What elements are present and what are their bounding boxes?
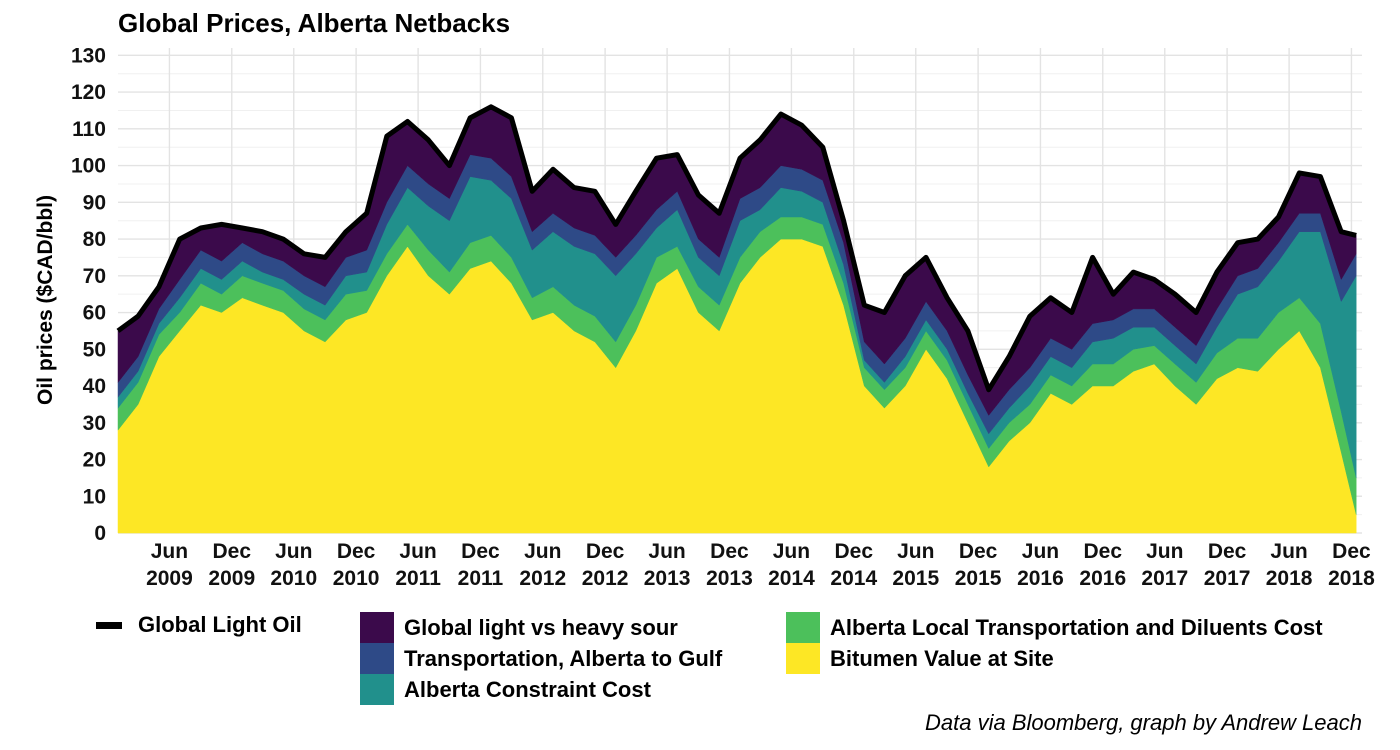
legend-label: Alberta Local Transportation and Diluent… — [830, 614, 1323, 640]
legend-swatch — [786, 643, 820, 674]
y-axis-label: Oil prices ($CAD/bbl) — [34, 195, 57, 405]
legend-swatch — [360, 643, 394, 674]
x-tick-label-month: Dec — [1208, 540, 1247, 563]
legend-item-alberta-local-transportation: Alberta Local Transportation and Diluent… — [786, 612, 1323, 643]
legend: Global Light Oil Global light vs heavy s… — [96, 612, 1396, 712]
y-tick-label: 130 — [71, 44, 106, 67]
legend-item-bitumen-value-at-site: Bitumen Value at Site — [786, 643, 1054, 674]
y-tick-label: 110 — [72, 118, 106, 141]
axis-layer: 0 10 20 30 40 50 60 70 80 90 100 110 120 130 Jun 2009 De… — [71, 44, 1375, 590]
legend-label: Global Light Oil — [138, 612, 302, 637]
x-tick-label-month: Jun — [648, 540, 685, 563]
legend-swatch — [360, 674, 394, 705]
y-tick-label: 80 — [83, 228, 106, 251]
x-tick-label-year: 2016 — [1079, 567, 1126, 590]
x-tick-label-month: Jun — [1146, 540, 1183, 563]
x-tick-label-year: 2017 — [1204, 567, 1251, 590]
y-tick-label: 90 — [83, 191, 106, 214]
x-tick-label-year: 2011 — [395, 567, 441, 590]
legend-swatch — [786, 612, 820, 643]
x-tick-label-year: 2014 — [830, 567, 877, 590]
x-tick-label-month: Dec — [835, 540, 874, 563]
legend-label: Alberta Constraint Cost — [404, 676, 651, 702]
x-tick-label-month: Jun — [1022, 540, 1059, 563]
chart-caption: Data via Bloomberg, graph by Andrew Leac… — [925, 710, 1362, 735]
legend-label: Transportation, Alberta to Gulf — [404, 645, 723, 671]
x-tick-label-month: Jun — [151, 540, 188, 563]
y-tick-label: 10 — [83, 485, 106, 508]
x-tick-label-year: 2010 — [333, 567, 380, 590]
y-tick-label: 50 — [83, 338, 106, 361]
legend-label: Bitumen Value at Site — [830, 645, 1054, 671]
x-tick-label-month: Jun — [1270, 540, 1307, 563]
x-tick-label-year: 2016 — [1017, 567, 1064, 590]
x-tick-label-year: 2012 — [519, 567, 566, 590]
x-tick-label-month: Jun — [773, 540, 810, 563]
x-tick-label-year: 2010 — [270, 567, 317, 590]
x-tick-label-year: 2009 — [208, 567, 255, 590]
x-tick-label-month: Jun — [524, 540, 561, 563]
area-layer — [117, 106, 1357, 534]
legend-line-swatch — [96, 621, 122, 629]
x-tick-label-month: Jun — [399, 540, 436, 563]
line-global-light-oil — [116, 104, 1357, 393]
legend-label: Global light vs heavy sour — [404, 614, 678, 640]
x-tick-label-year: 2015 — [955, 567, 1002, 590]
x-tick-label-year: 2018 — [1328, 567, 1375, 590]
y-tick-label: 60 — [83, 302, 106, 325]
x-tick-label-year: 2012 — [582, 567, 629, 590]
x-tick-label-month: Dec — [586, 540, 625, 563]
legend-item-global-light-oil: Global Light Oil — [96, 612, 302, 638]
x-tick-label-year: 2015 — [892, 567, 939, 590]
legend-item-alberta-constraint-cost: Alberta Constraint Cost — [360, 674, 651, 705]
x-tick-label-month: Dec — [959, 540, 998, 563]
x-tick-label-year: 2018 — [1266, 567, 1313, 590]
x-tick-label-month: Dec — [213, 540, 252, 563]
x-tick-label-year: 2014 — [768, 567, 815, 590]
x-tick-label-month: Dec — [1332, 540, 1371, 563]
y-tick-label: 120 — [71, 81, 106, 104]
y-tick-label: 30 — [83, 412, 106, 435]
y-tick-label: 100 — [71, 155, 106, 178]
line-layer — [116, 104, 1357, 393]
legend-swatch — [360, 612, 394, 643]
x-tick-label-month: Dec — [1084, 540, 1123, 563]
x-tick-label-month: Dec — [710, 540, 749, 563]
x-tick-label-year: 2013 — [706, 567, 753, 590]
legend-item-global-light-vs-heavy-sour: Global light vs heavy sour — [360, 612, 678, 643]
x-tick-label-year: 2011 — [458, 567, 504, 590]
x-tick-label-year: 2009 — [146, 567, 193, 590]
y-tick-label: 70 — [83, 265, 106, 288]
x-tick-label-month: Jun — [897, 540, 934, 563]
x-tick-label-month: Dec — [461, 540, 500, 563]
y-tick-label: 0 — [94, 522, 106, 545]
legend-item-transportation-alberta-to-gulf: Transportation, Alberta to Gulf — [360, 643, 722, 674]
y-tick-label: 40 — [83, 375, 106, 398]
y-tick-label: 20 — [83, 449, 106, 472]
x-tick-label-month: Dec — [337, 540, 376, 563]
chart-svg: 0 10 20 30 40 50 60 70 80 90 100 110 120 130 Jun 2009 De… — [34, 44, 1375, 590]
x-tick-label-month: Jun — [275, 540, 312, 563]
x-tick-label-year: 2013 — [644, 567, 691, 590]
chart-title: Global Prices, Alberta Netbacks — [118, 8, 511, 38]
x-tick-label-year: 2017 — [1141, 567, 1188, 590]
